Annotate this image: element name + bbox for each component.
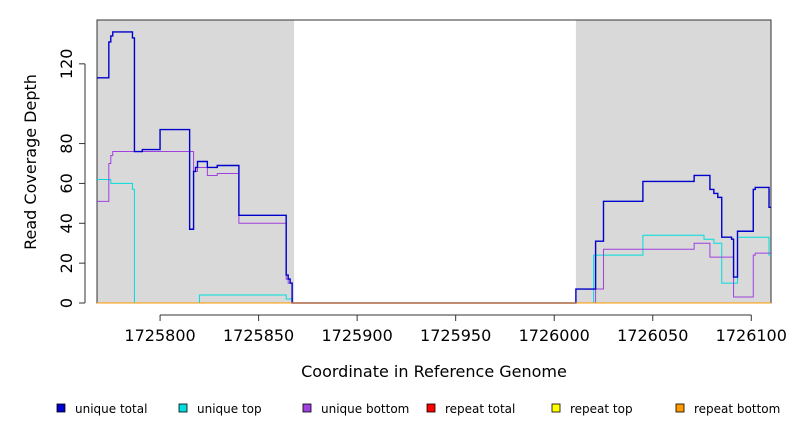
shaded-regions	[97, 20, 771, 303]
x-tick-label: 1725950	[420, 326, 491, 345]
x-tick-label: 1725900	[322, 326, 393, 345]
x-tick-label: 1726050	[617, 326, 688, 345]
legend-item-unique-bottom: unique bottom	[302, 402, 409, 416]
legend-swatch	[675, 403, 685, 413]
x-tick-label: 1726100	[716, 326, 787, 345]
y-tick-label: 20	[57, 253, 76, 273]
x-tick-label: 1725800	[124, 326, 195, 345]
legend-item-repeat-bottom: repeat bottom	[675, 402, 780, 416]
series-line-unique-top	[97, 178, 771, 304]
legend-label: repeat total	[445, 402, 515, 416]
y-axis: 0 20 40 60 80 120	[57, 49, 86, 308]
legend-label: unique top	[197, 402, 262, 416]
legend-swatch	[426, 403, 436, 413]
shaded-region-1	[97, 20, 295, 303]
y-tick-label: 120	[57, 49, 76, 80]
legend-swatch	[302, 403, 312, 413]
legend-swatch	[56, 403, 66, 413]
series-line-unique-total	[97, 31, 771, 304]
legend-label: unique total	[75, 402, 147, 416]
legend-label: unique bottom	[321, 402, 409, 416]
y-tick-label: 80	[57, 133, 76, 153]
x-axis-title: Coordinate in Reference Genome	[301, 362, 567, 381]
legend-item-unique-total: unique total	[56, 402, 147, 416]
legend-item-repeat-top: repeat top	[551, 402, 633, 416]
legend-item-unique-top: unique top	[178, 402, 262, 416]
y-tick-label: 40	[57, 213, 76, 233]
legend-label: repeat bottom	[694, 402, 780, 416]
y-tick-label: 0	[57, 298, 76, 308]
y-axis-title: Read Coverage Depth	[21, 74, 40, 250]
legend-item-repeat-total: repeat total	[426, 402, 515, 416]
legend-label: repeat top	[570, 402, 633, 416]
series-layer	[97, 31, 771, 304]
shaded-region-2	[575, 20, 771, 303]
x-axis: 1725800 1725850 1725900 1725950 1726000 17260…	[124, 314, 787, 345]
x-tick-label: 1726000	[519, 326, 590, 345]
legend-swatch	[551, 403, 561, 413]
y-tick-label: 60	[57, 173, 76, 193]
legend-swatch	[178, 403, 188, 413]
x-tick-label: 1725850	[223, 326, 294, 345]
legend: unique total unique top unique bottom repea…	[56, 402, 780, 416]
